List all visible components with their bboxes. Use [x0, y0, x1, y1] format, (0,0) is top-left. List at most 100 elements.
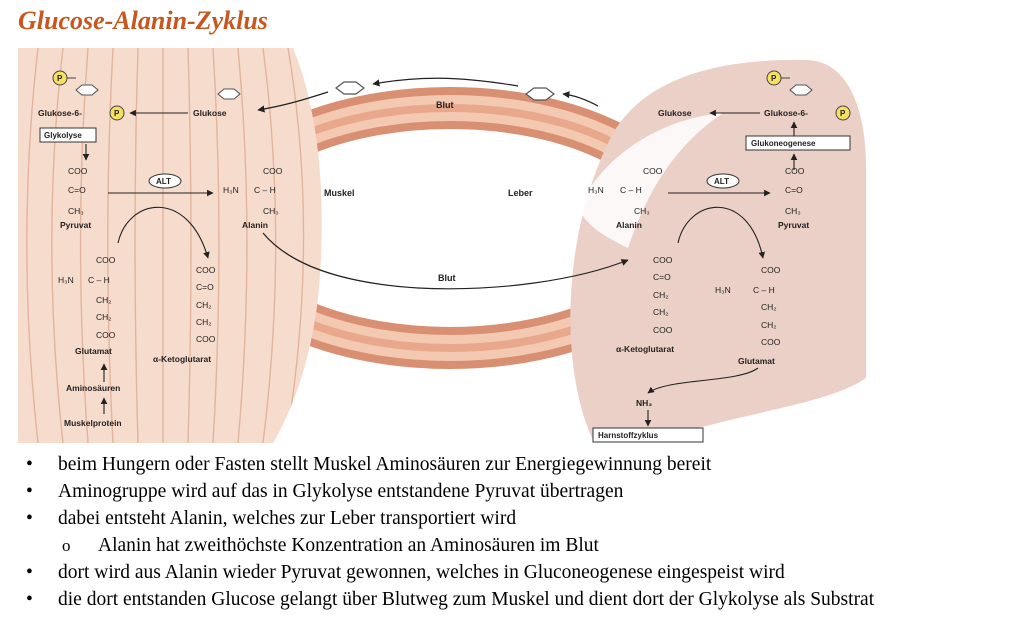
- muscle-glutamate-label: Glutamat: [75, 346, 112, 356]
- alt-enzyme-muscle: [148, 173, 182, 189]
- svg-text:H₃N: H₃N: [223, 185, 239, 195]
- svg-text:P: P: [771, 74, 777, 83]
- bullet-icon: •: [26, 454, 33, 475]
- svg-text:CH₂: CH₂: [96, 295, 112, 305]
- alanine-transport-arrow: [262, 232, 629, 290]
- alt-label-liver: ALT: [714, 177, 729, 186]
- svg-text:CH₂: CH₂: [96, 312, 112, 322]
- phosphate-icon: [109, 105, 125, 121]
- svg-text:C – H: C – H: [620, 185, 642, 195]
- page-title: Glucose-Alanin-Zyklus: [18, 6, 268, 35]
- liver-glutamate-label: Glutamat: [738, 356, 775, 366]
- liver-glucose6p: Glukose-6-: [764, 108, 808, 118]
- liver-alanine-structure: COO H₃N C – H CH₃: [588, 166, 663, 216]
- list-item-text: beim Hungern oder Fasten stellt Muskel A…: [58, 454, 712, 475]
- svg-text:H₃N: H₃N: [588, 185, 604, 195]
- bullet-icon: •: [26, 481, 33, 502]
- amino-transfer-arrow-liver: [677, 206, 765, 259]
- phosphate-label: P: [114, 109, 120, 118]
- muscle-alanine-structure: COO H₃N C – H CH₃: [223, 166, 283, 216]
- svg-text:COO: COO: [196, 265, 216, 275]
- liver-to-blood-arrow: [562, 91, 599, 107]
- liver-pyruvate-label: Pyruvat: [778, 220, 809, 230]
- liver-label: Leber: [508, 188, 533, 198]
- svg-text:C=O: C=O: [653, 272, 671, 282]
- amino-transfer-arrow-muscle: [117, 206, 210, 259]
- list-item: • dort wird aus Alanin wieder Pyruvat gew…: [26, 559, 1021, 586]
- blood-label-bottom: Blut: [438, 273, 456, 283]
- svg-text:COO: COO: [68, 166, 88, 176]
- amino-acids-label: Aminosäuren: [66, 383, 120, 393]
- urea-cycle-box: [592, 427, 704, 443]
- list-item-text: Alanin hat zweithöchste Konzentration an…: [98, 535, 599, 556]
- svg-text:C=O: C=O: [196, 282, 214, 292]
- list-item-text: dabei entsteht Alanin, welches zur Leber…: [58, 508, 517, 529]
- list-item-sub: o Alanin hat zweithöchste Konzentration a…: [26, 532, 1021, 559]
- svg-text:COO: COO: [653, 255, 673, 265]
- muscle-ketoglutarate-structure: COO C=O CH₂ CH₂ COO: [196, 265, 216, 344]
- svg-text:CH₃: CH₃: [785, 206, 801, 216]
- gluconeogenesis-label: Glukoneogenese: [751, 139, 816, 148]
- liver-p-glucose-icon: P: [766, 70, 813, 96]
- svg-text:H₃N: H₃N: [58, 275, 74, 285]
- liver-ketoglutarate-structure: COO C=O CH₂ CH₂ COO: [653, 255, 673, 335]
- summary-list: • beim Hungern oder Fasten stellt Muskel …: [26, 451, 1021, 613]
- muscle-pyruvate-structure: COO C=O CH₃: [68, 166, 88, 216]
- alt-enzyme-liver: [706, 173, 740, 189]
- list-item: • beim Hungern oder Fasten stellt Muskel …: [26, 451, 1021, 478]
- svg-text:C – H: C – H: [254, 185, 276, 195]
- muscle-glutamate-structure: COO H₃N C – H CH₂ CH₂ COO: [58, 255, 116, 340]
- muscle-alanine-label: Alanin: [242, 220, 268, 230]
- liver-ketoglutarate-label: α-Ketoglutarat: [616, 344, 674, 354]
- muscle-ketoglutarate-label: α-Ketoglutarat: [153, 354, 211, 364]
- svg-text:CH₃: CH₃: [634, 206, 650, 216]
- muscle-glucose: Glukose: [193, 108, 227, 118]
- svg-text:C=O: C=O: [785, 185, 803, 195]
- list-item-text: Aminogruppe wird auf das in Glykolyse en…: [58, 481, 624, 502]
- svg-text:COO: COO: [263, 166, 283, 176]
- phosphate-icon: [835, 105, 851, 121]
- deamination-arrow: [647, 367, 759, 394]
- svg-text:C=O: C=O: [68, 185, 86, 195]
- muscle-tissue: [18, 48, 322, 443]
- svg-text:CH₂: CH₂: [196, 300, 212, 310]
- bullet-icon: •: [26, 562, 33, 583]
- blood-glucose-arrow: [372, 77, 519, 87]
- list-item-text: dort wird aus Alanin wieder Pyruvat gewo…: [58, 562, 785, 583]
- liver-tissue: [570, 59, 866, 440]
- glucose-alanine-cycle-diagram: Blut Blut Muskel Leber P Glukose-6- P Gl…: [18, 48, 866, 443]
- glycolysis-box: [39, 127, 97, 143]
- bullet-icon: •: [26, 508, 33, 529]
- blood-label-top: Blut: [436, 100, 454, 110]
- svg-text:C – H: C – H: [753, 285, 775, 295]
- list-item: • dabei entsteht Alanin, welches zur Lebe…: [26, 505, 1021, 532]
- list-item: • die dort entstanden Glucose gelangt übe…: [26, 586, 1021, 613]
- muscle-label: Muskel: [324, 188, 355, 198]
- muscle-protein-label: Muskelprotein: [64, 418, 122, 428]
- svg-text:H₃N: H₃N: [715, 285, 731, 295]
- glucose-molecule-icon: [335, 81, 365, 95]
- svg-text:COO: COO: [96, 255, 116, 265]
- svg-text:CH₂: CH₂: [653, 307, 669, 317]
- liver-glutamate-structure: COO H₃N C – H CH₂ CH₂ COO: [715, 265, 781, 347]
- urea-cycle-label: Harnstoffzyklus: [598, 431, 659, 440]
- muscle-p-glucose-icon: P: [52, 70, 99, 96]
- svg-text:CH₂: CH₂: [761, 302, 777, 312]
- phosphate-label: P: [840, 109, 846, 118]
- svg-text:COO: COO: [785, 166, 805, 176]
- svg-text:COO: COO: [761, 265, 781, 275]
- blood-to-muscle-arrow: [257, 91, 329, 113]
- svg-text:CH₃: CH₃: [68, 206, 84, 216]
- list-item-text: die dort entstanden Glucose gelangt über…: [58, 589, 875, 610]
- alt-label-muscle: ALT: [156, 177, 171, 186]
- liver-alanine-label: Alanin: [616, 220, 642, 230]
- svg-text:CH₃: CH₃: [263, 206, 279, 216]
- liver-pyruvate-structure: COO C=O CH₃: [785, 166, 805, 216]
- svg-text:P: P: [57, 74, 63, 83]
- svg-text:CH₂: CH₂: [761, 320, 777, 330]
- bullet-icon: •: [26, 589, 33, 610]
- svg-text:COO: COO: [643, 166, 663, 176]
- glucose-icon: [217, 88, 241, 100]
- svg-text:CH₂: CH₂: [653, 290, 669, 300]
- sub-bullet-icon: o: [62, 536, 71, 555]
